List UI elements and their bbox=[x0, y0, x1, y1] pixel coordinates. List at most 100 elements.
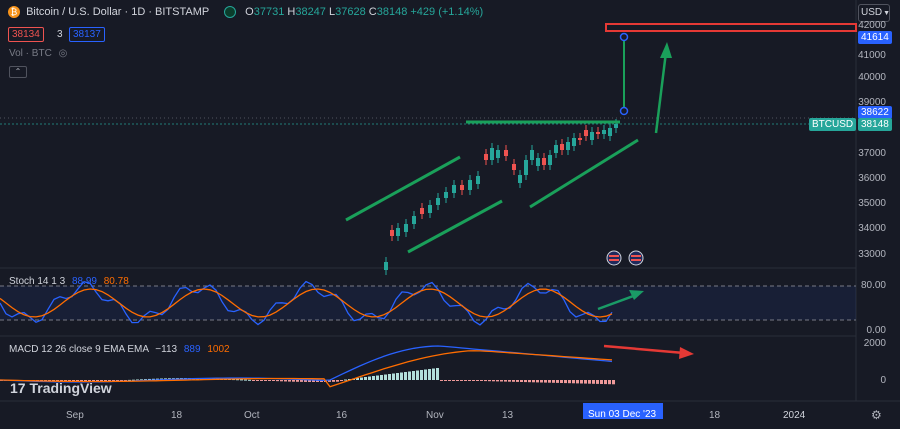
target-bottom-handle[interactable] bbox=[619, 106, 629, 116]
macd-bar bbox=[344, 379, 347, 381]
volume-legend[interactable]: Vol · BTC ◎ bbox=[9, 48, 67, 59]
stoch-d-value: 80.78 bbox=[103, 276, 129, 287]
stoch-level: 0.00 bbox=[866, 325, 886, 336]
macd-level: 2000 bbox=[863, 338, 886, 349]
event-flags[interactable] bbox=[606, 250, 644, 266]
candle bbox=[490, 148, 494, 160]
collapse-legend-icon[interactable]: ⌃ bbox=[9, 66, 27, 78]
price-tag-mid: 38622 bbox=[858, 106, 892, 119]
macd-bar bbox=[152, 378, 155, 380]
candle bbox=[614, 124, 618, 128]
macd-bar bbox=[500, 380, 503, 382]
macd-legend[interactable]: MACD 12 26 close 9 EMA EMA −113 889 1002 bbox=[9, 344, 230, 355]
stoch-arrow[interactable] bbox=[597, 293, 637, 311]
candle bbox=[518, 175, 522, 183]
channel-upper-line[interactable] bbox=[345, 155, 461, 222]
macd-bar bbox=[464, 380, 467, 381]
wedge-support-line[interactable] bbox=[529, 138, 639, 209]
low-value: 37628 bbox=[335, 6, 366, 18]
macd-bar bbox=[580, 380, 583, 384]
us-flag-event-icon[interactable] bbox=[606, 250, 622, 266]
macd-bar bbox=[268, 380, 271, 381]
candle bbox=[590, 132, 594, 140]
drawing-annotations[interactable] bbox=[345, 23, 857, 359]
macd-bar bbox=[536, 380, 539, 383]
macd-bar bbox=[472, 380, 475, 381]
macd-bar bbox=[116, 380, 119, 381]
macd-bar bbox=[312, 380, 315, 382]
stoch-label: Stoch 14 1 3 bbox=[9, 276, 66, 287]
target-top-handle[interactable] bbox=[619, 32, 629, 42]
macd-bar bbox=[368, 376, 371, 380]
candle bbox=[384, 262, 388, 270]
macd-bar bbox=[376, 375, 379, 380]
time-tick: Sep bbox=[66, 410, 84, 421]
breakout-arrow[interactable] bbox=[654, 51, 668, 134]
gear-icon[interactable]: ⚙ bbox=[871, 408, 882, 422]
macd-bar bbox=[100, 380, 103, 382]
macd-bar bbox=[280, 380, 283, 382]
macd-arrow[interactable] bbox=[603, 344, 685, 355]
stoch-legend[interactable]: Stoch 14 1 3 88.99 80.78 bbox=[9, 276, 129, 287]
candle bbox=[554, 145, 558, 153]
candle bbox=[428, 205, 432, 213]
candle bbox=[412, 216, 416, 224]
price-tick: 34000 bbox=[858, 223, 886, 234]
macd-bar bbox=[240, 379, 243, 381]
volume-label: Vol · BTC bbox=[9, 48, 52, 59]
price-tick: 40000 bbox=[858, 72, 886, 83]
candle bbox=[444, 192, 448, 198]
macd-bar bbox=[524, 380, 527, 383]
candle bbox=[468, 180, 472, 190]
channel-lower-line[interactable] bbox=[407, 199, 503, 254]
macd-arrowhead bbox=[679, 347, 694, 359]
macd-bar bbox=[120, 380, 123, 381]
macd-bar bbox=[544, 380, 547, 383]
macd-bar bbox=[128, 379, 131, 381]
macd-bar bbox=[552, 380, 555, 383]
macd-bar bbox=[512, 380, 515, 382]
ohlc-values: O37731 H38247 L37628 C38148 +429 (+1.14%… bbox=[245, 6, 483, 18]
currency-selector[interactable]: USD▼ bbox=[858, 4, 890, 22]
macd-bar bbox=[328, 380, 331, 382]
macd-bar bbox=[300, 380, 303, 382]
symbol-legend[interactable]: ₿ Bitcoin / U.S. Dollar · 1D · BITSTAMP … bbox=[8, 6, 483, 19]
macd-bar bbox=[288, 380, 291, 382]
macd-bar bbox=[272, 380, 275, 381]
macd-bar bbox=[596, 380, 599, 384]
sell-button[interactable]: 38134 bbox=[8, 27, 44, 42]
macd-bar bbox=[420, 370, 423, 380]
macd-bar bbox=[548, 380, 551, 383]
macd-bar bbox=[244, 379, 247, 381]
macd-bar bbox=[520, 380, 523, 382]
symbol-title[interactable]: Bitcoin / U.S. Dollar · 1D · BITSTAMP bbox=[26, 6, 210, 18]
price-tick: 37000 bbox=[858, 148, 886, 159]
candle bbox=[396, 228, 400, 236]
candle bbox=[452, 185, 456, 193]
macd-bar bbox=[284, 380, 287, 382]
time-tick: 18 bbox=[171, 410, 183, 421]
macd-bar bbox=[564, 380, 567, 384]
buy-button[interactable]: 38137 bbox=[69, 27, 105, 42]
macd-bar bbox=[112, 380, 115, 381]
candle bbox=[584, 130, 588, 136]
price-tick: 41000 bbox=[858, 50, 886, 61]
stoch-level: 80.00 bbox=[860, 280, 886, 291]
macd-bar bbox=[432, 368, 435, 380]
candle bbox=[578, 138, 582, 140]
macd-bar bbox=[492, 380, 495, 382]
macd-bar bbox=[248, 379, 251, 381]
macd-bar bbox=[408, 371, 411, 380]
macd-bar bbox=[488, 380, 491, 382]
us-flag-event-icon[interactable] bbox=[628, 250, 644, 266]
high-label: H bbox=[287, 6, 296, 18]
macd-bar bbox=[384, 374, 387, 380]
macd-bar bbox=[308, 380, 311, 382]
target-zone-rect[interactable] bbox=[605, 23, 857, 32]
tradingview-logo[interactable]: 17 TradingView bbox=[10, 380, 112, 396]
crosshair-date-bg bbox=[583, 403, 663, 419]
eye-icon[interactable]: ◎ bbox=[58, 48, 68, 59]
bitcoin-icon: ₿ bbox=[8, 6, 20, 19]
spread-value: 3 bbox=[57, 29, 63, 40]
